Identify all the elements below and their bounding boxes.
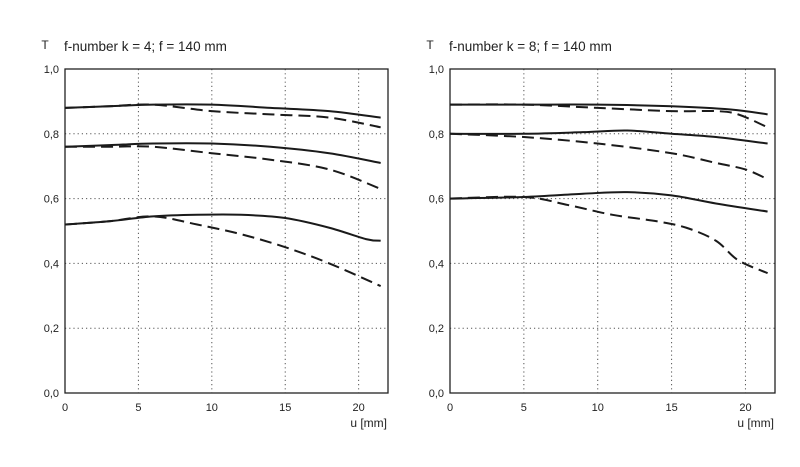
x-axis-label: u [mm] [737,416,774,430]
chart-title: f-number k = 4; f = 140 mm [64,39,227,54]
y-tick-label: 0,2 [44,323,59,335]
y-tick-label: 0,0 [429,388,444,400]
y-tick-label: 1,0 [429,64,444,76]
series-line-solid [449,129,768,145]
chart-title: f-number k = 8; f = 140 mm [449,39,612,54]
series-line-dashed [64,215,382,287]
series-line-solid [449,191,768,213]
x-tick-label: 15 [665,402,677,414]
series-line-solid [64,142,381,164]
y-tick-label: 0,4 [429,258,444,270]
y-axis-label: T [41,38,49,52]
x-tick-label: 20 [739,402,751,414]
series-line-dashed [64,103,381,129]
y-tick-label: 0,8 [44,129,59,141]
x-tick-label: 15 [279,402,291,414]
x-tick-label: 10 [206,402,218,414]
x-tick-label: 20 [353,402,365,414]
y-tick-label: 0,6 [429,194,444,206]
y-tick-label: 1,0 [44,64,59,76]
series-line-dashed [65,145,382,190]
y-axis-label: T [426,38,434,52]
series-line-dashed [449,195,769,275]
x-tick-label: 5 [521,402,527,414]
x-tick-label: 5 [135,402,141,414]
series-line-solid [450,103,768,116]
chart-panel-right: 0,0 0,2 0,4 0,6 0,8 1,0 0 5 10 15 20 T f-number k = … [426,38,776,430]
x-axis-label: u [mm] [350,416,387,430]
series-line-dashed [449,103,769,129]
y-tick-label: 0,4 [44,258,59,270]
x-tick-label: 10 [592,402,604,414]
x-tick-label: 0 [447,402,453,414]
y-tick-label: 0,2 [429,323,444,335]
chart-panel-left: 0,0 0,2 0,4 0,6 0,8 1,0 0 5 10 15 20 T f-number k = … [41,38,389,430]
series-line-dashed [449,132,769,181]
series-line-solid [64,213,381,242]
y-tick-label: 0,6 [44,194,59,206]
y-tick-label: 0,8 [429,129,444,141]
x-tick-label: 0 [62,402,68,414]
y-tick-label: 0,0 [44,388,59,400]
plot-frame [449,68,776,394]
plot-frame [64,68,389,394]
